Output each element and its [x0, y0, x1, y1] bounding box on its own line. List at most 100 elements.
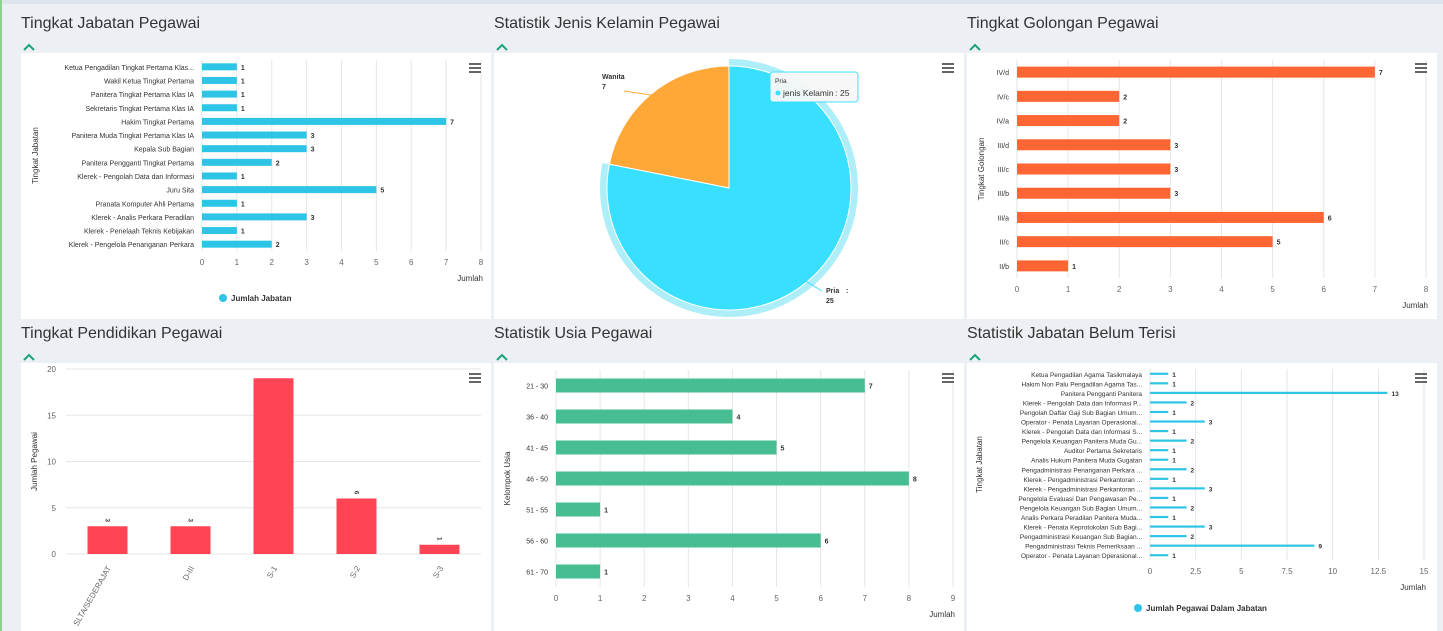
y-category-label: Ketua Pengadilan Tingkat Pertama Klas...: [64, 65, 194, 72]
data-label: 1: [1172, 515, 1176, 522]
bar: [1150, 391, 1388, 394]
y-category-label: Panitera Pengganti Panitera: [1061, 391, 1143, 398]
pie-slice: [608, 65, 730, 189]
x-category-label: S-2: [348, 564, 362, 580]
y-category-label: Klerek - Pengolah Data dan Informasi P..…: [1023, 400, 1142, 407]
data-label: 9: [1318, 544, 1322, 551]
chart-menu-icon[interactable]: [469, 373, 481, 383]
chart-menu-icon[interactable]: [1415, 373, 1427, 383]
panel-title: Tingkat Pendidikan Pegawai: [21, 325, 223, 342]
chevron-up-icon[interactable]: [23, 353, 35, 361]
pie-label-name: Wanita: [602, 74, 625, 81]
x-tick-label: 5: [1270, 285, 1275, 294]
x-tick-label: 6: [1322, 285, 1327, 294]
y-category-label: Hakim Tingkat Pertama: [121, 119, 194, 126]
data-label: 2: [1191, 505, 1195, 512]
chart-jabatan: 0 1 2 3 4 5 6 7 8 Ketua Pengadilan Tingkat Pertam…: [31, 60, 484, 303]
y-category-label: 46 - 50: [526, 477, 548, 484]
x-tick-label: 0: [554, 594, 559, 603]
data-label: 1: [1172, 553, 1176, 560]
bar: [419, 544, 460, 554]
chevron-up-icon[interactable]: [969, 353, 981, 361]
y-axis-title: Tingkat Jabatan: [31, 127, 40, 184]
x-tick-label: 2: [270, 258, 275, 267]
data-label: 8: [913, 477, 917, 484]
data-label: 3: [187, 519, 193, 523]
bar: [336, 498, 377, 554]
bar: [1017, 115, 1120, 127]
y-category-label: Klerek - Penata Keprotokolan Sub Bagi...: [1023, 525, 1142, 532]
bar: [1150, 410, 1169, 414]
bar: [1150, 496, 1169, 500]
data-label: 2: [1191, 467, 1195, 474]
bar: [202, 131, 307, 139]
bar: [202, 104, 237, 112]
data-label: 1: [241, 106, 245, 113]
bar: [1150, 382, 1169, 385]
y-category-label: Analis Perkara Peradilan Panitera Muda..…: [1021, 515, 1142, 522]
y-category-label: Operator - Penata Layanan Operasional...: [1021, 420, 1142, 427]
data-label: 3: [1209, 486, 1213, 493]
data-label: 5: [380, 188, 384, 195]
y-category-label: Pengadministrasi Teknis Pemeriksaan ...: [1025, 544, 1142, 551]
tooltip-value: 25: [840, 88, 850, 98]
bar: [1150, 515, 1169, 519]
y-category-label: Juru Sita: [166, 188, 194, 195]
data-label: 7: [1379, 70, 1383, 77]
chart-menu-icon[interactable]: [1415, 63, 1427, 73]
data-label: 1: [241, 229, 245, 236]
x-tick-label: 9: [951, 594, 956, 603]
bar: [202, 76, 237, 84]
bar: [1150, 487, 1205, 490]
data-label: 1: [1072, 264, 1076, 271]
y-axis-title: Jumlah Pegawai: [30, 432, 39, 491]
chart-menu-icon[interactable]: [942, 373, 954, 383]
data-label: 1: [241, 92, 245, 99]
data-label: 1: [1172, 410, 1176, 417]
data-label: 3: [311, 147, 315, 154]
data-label: 1: [1172, 477, 1176, 484]
chart-menu-icon[interactable]: [469, 63, 481, 73]
chart-belum-terisi: 0 2.5 5 7.5 10 12.5 15 Ketua Pengadilan Agama T…: [975, 369, 1429, 613]
bar: [556, 471, 909, 486]
chart-menu-icon[interactable]: [942, 63, 954, 73]
top-border: [0, 0, 1443, 4]
chevron-up-icon[interactable]: [496, 353, 508, 361]
pie-label-colon: :: [622, 74, 624, 81]
bar: [1150, 554, 1169, 557]
x-tick-label: 8: [1424, 285, 1429, 294]
bar: [556, 409, 733, 424]
bar: [1017, 90, 1120, 102]
data-label: 1: [604, 570, 608, 577]
x-tick-label: 7: [1373, 285, 1378, 294]
x-tick-label: 2: [642, 594, 647, 603]
data-label: 1: [241, 201, 245, 208]
chart-card: Wanita:7 Pria:25 Pria jenis Kelamin:25: [494, 53, 964, 319]
y-category-label: Panitera Pengganti Tingkat Pertama: [82, 160, 195, 167]
data-label: 1: [241, 65, 245, 72]
data-label: 1: [241, 78, 245, 85]
chart-card: 0 5 10 15 20 3 SLTA/SEDERAJAT 3 D-III S-1 6 S-2 1 S-3…: [21, 363, 491, 631]
data-label: 3: [1209, 525, 1213, 532]
y-category-label: Klerek - Pengadministrasi Perkantoran ..…: [1024, 477, 1143, 484]
y-category-label: Pengelola Keuangan Panitera Muda Gu...: [1022, 439, 1143, 446]
y-axis-title: Kelompok Usia: [503, 451, 512, 505]
x-tick-label: 12.5: [1371, 567, 1387, 576]
data-label: 1: [1172, 429, 1176, 436]
data-label: 3: [1174, 167, 1178, 174]
y-tick-label: 0: [52, 550, 57, 559]
x-tick-label: 0: [1148, 567, 1153, 576]
chevron-up-icon[interactable]: [23, 43, 35, 51]
chevron-up-icon[interactable]: [496, 43, 508, 51]
bar: [202, 213, 307, 221]
bar: [1017, 236, 1273, 248]
data-label: 6: [1328, 215, 1332, 222]
y-category-label: Panitera Tingkat Pertama Klas IA: [91, 92, 194, 99]
y-category-label: Hakim Non Palu Pengadilan Agama Tas...: [1021, 381, 1142, 388]
bar: [556, 502, 601, 517]
y-category-label: Klerek - Pengadministrasi Perkantoran ..…: [1024, 486, 1143, 493]
y-category-label: Pengadministrasi Penanganan Perkara ...: [1022, 467, 1143, 474]
pie-label-name: Pria: [826, 288, 839, 295]
chevron-up-icon[interactable]: [969, 43, 981, 51]
bar: [1017, 211, 1324, 223]
